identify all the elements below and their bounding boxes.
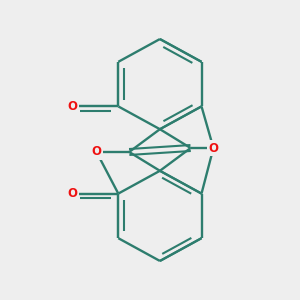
- Text: O: O: [92, 146, 101, 158]
- Text: O: O: [68, 187, 78, 200]
- Text: O: O: [208, 142, 218, 154]
- Text: O: O: [68, 100, 78, 113]
